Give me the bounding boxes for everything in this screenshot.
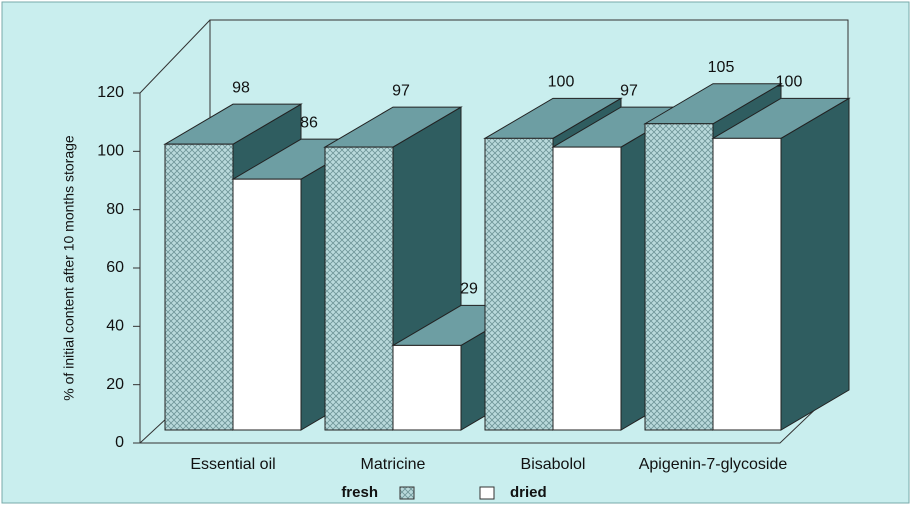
y-tick-label: 100 <box>97 143 124 160</box>
x-tick-label: Matricine <box>361 456 426 473</box>
x-tick-label: Apigenin-7-glycoside <box>639 456 788 473</box>
bar <box>644 123 714 431</box>
value-label: 97 <box>392 82 410 99</box>
value-label: 100 <box>776 74 803 91</box>
value-label: 29 <box>460 281 478 298</box>
bar <box>164 143 234 431</box>
x-tick-label: Bisabolol <box>521 456 586 473</box>
bar-side <box>780 97 850 431</box>
legend-label: dried <box>510 484 547 501</box>
value-label: 97 <box>620 82 638 99</box>
legend-label: fresh <box>341 484 378 501</box>
bar <box>712 137 782 431</box>
legend-swatch <box>479 486 495 500</box>
y-tick-label: 20 <box>106 376 124 393</box>
bar <box>392 344 462 431</box>
y-tick-label: 60 <box>106 259 124 276</box>
bar <box>484 137 554 431</box>
bar <box>232 178 302 431</box>
value-label: 105 <box>708 59 735 76</box>
y-axis-label: % of initial content after 10 months sto… <box>61 135 77 401</box>
x-tick-label: Essential oil <box>190 456 275 473</box>
y-tick-label: 40 <box>106 318 124 335</box>
value-label: 98 <box>232 79 250 96</box>
y-tick-label: 0 <box>115 434 124 451</box>
value-label: 86 <box>300 114 318 131</box>
bar <box>552 146 622 431</box>
legend-swatch <box>399 486 415 500</box>
value-label: 100 <box>548 74 575 91</box>
y-tick-label: 120 <box>97 84 124 101</box>
y-tick-label: 80 <box>106 201 124 218</box>
bar <box>324 146 394 431</box>
